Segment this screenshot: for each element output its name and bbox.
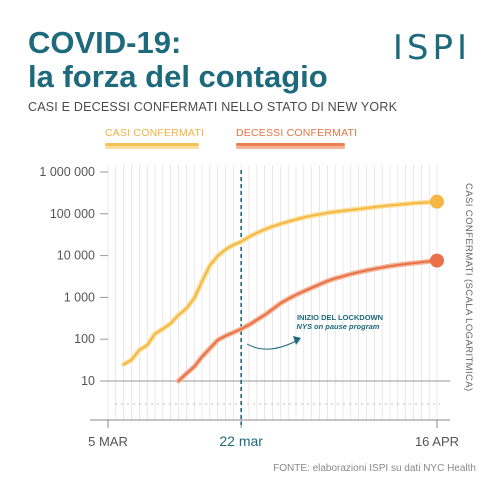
x-tick-label: 5 MAR bbox=[88, 434, 128, 449]
y-tick-label: 100 bbox=[74, 332, 95, 346]
chart-subtitle: CASI E DECESSI CONFERMATI NELLO STATO DI… bbox=[28, 100, 398, 114]
series-endpoint-cases bbox=[430, 194, 444, 209]
annotation-line-1: INIZIO DEL LOCKDOWN bbox=[297, 313, 383, 322]
chart-title: COVID-19: la forza del contagio bbox=[28, 26, 328, 94]
y-tick-label: 100 000 bbox=[50, 207, 95, 221]
y-tick-label: 1 000 bbox=[64, 290, 95, 304]
series-line-deaths bbox=[177, 259, 438, 382]
source-note: FONTE: elaborazioni ISPI su dati NYC Hea… bbox=[273, 463, 476, 474]
series-endpoint-deaths bbox=[430, 253, 444, 268]
legend-deaths: DECESSI CONFERMATI bbox=[236, 127, 357, 146]
y-tick-label: 10 000 bbox=[57, 249, 95, 263]
annotation-line-2: NYS on pause program bbox=[297, 322, 380, 331]
x-tick-label: 22 mar bbox=[219, 433, 263, 449]
y-tick-label: 1 000 000 bbox=[39, 165, 95, 179]
legend-cases: CASI CONFERMATI bbox=[105, 127, 204, 146]
ispi-logo: ISPI bbox=[392, 28, 471, 68]
legend-cases-swatch bbox=[105, 143, 199, 146]
y-tick-label: 10 bbox=[81, 374, 95, 388]
x-tick-label: 16 APR bbox=[415, 434, 459, 449]
legend-deaths-swatch bbox=[236, 143, 345, 146]
legend-deaths-label: DECESSI CONFERMATI bbox=[236, 127, 358, 139]
legend-cases-label: CASI CONFERMATI bbox=[105, 127, 205, 139]
title-line-2: la forza del contagio bbox=[28, 59, 328, 94]
annotation-arrow bbox=[246, 339, 299, 350]
annotation-arrowhead bbox=[293, 336, 301, 345]
series-line-cases bbox=[122, 200, 438, 366]
y-axis-label: CASI CONFERMATI (SCALA LOGARITMICA) bbox=[463, 183, 474, 392]
title-line-1: COVID-19: bbox=[28, 25, 182, 60]
